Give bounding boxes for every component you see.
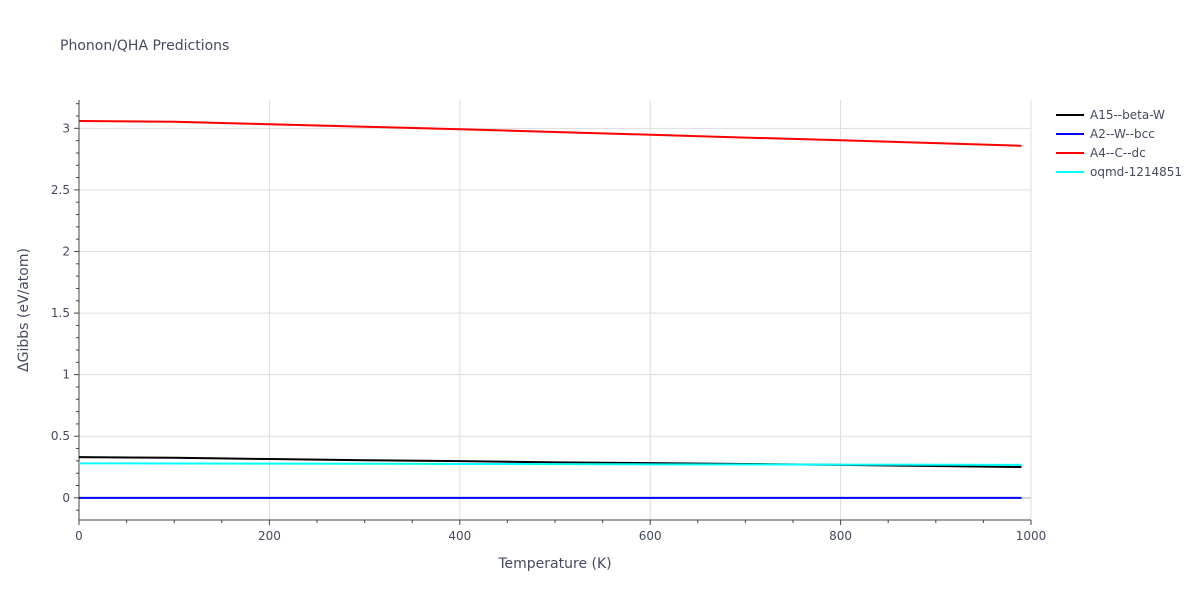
legend-item-2[interactable]: A4--C--dc bbox=[1056, 146, 1146, 160]
x-axis-title: Temperature (K) bbox=[497, 556, 611, 572]
x-tick-label: 800 bbox=[829, 529, 852, 543]
legend[interactable]: A15--beta-W A2--W--bcc A4--C--dc oqmd-12148… bbox=[1056, 108, 1182, 179]
series-line-2[interactable] bbox=[78, 119, 1022, 147]
legend-label: A2--W--bcc bbox=[1090, 127, 1155, 141]
legend-item-3[interactable]: oqmd-1214851 bbox=[1056, 165, 1182, 179]
y-tick-label: 2 bbox=[62, 244, 70, 258]
y-tick-label: 3 bbox=[62, 121, 70, 135]
axis-layer: 0 200 400 600 800 1000 0 0.5 1 1.5 2 2.5 3 bbox=[51, 100, 1046, 543]
legend-label: A4--C--dc bbox=[1090, 146, 1146, 160]
x-tick-label: 200 bbox=[258, 529, 281, 543]
x-tick-label: 1000 bbox=[1016, 529, 1047, 543]
x-tick-label: 400 bbox=[448, 529, 471, 543]
legend-item-1[interactable]: A2--W--bcc bbox=[1056, 127, 1155, 141]
x-tick-label: 0 bbox=[75, 529, 83, 543]
y-tick-label: 1.5 bbox=[51, 306, 70, 320]
y-tick-label: 2.5 bbox=[51, 183, 70, 197]
legend-label: oqmd-1214851 bbox=[1090, 165, 1182, 179]
y-tick-label: 0.5 bbox=[51, 429, 70, 443]
series-line-3[interactable] bbox=[78, 462, 1022, 466]
legend-label: A15--beta-W bbox=[1090, 108, 1165, 122]
y-tick-label: 0 bbox=[62, 491, 70, 505]
y-tick-label: 1 bbox=[62, 368, 70, 382]
x-tick-label: 600 bbox=[639, 529, 662, 543]
grid-layer bbox=[79, 100, 1032, 520]
chart-title: Phonon/QHA Predictions bbox=[60, 38, 229, 54]
y-axis-title: ΔGibbs (eV/atom) bbox=[16, 248, 32, 372]
series-layer bbox=[78, 119, 1022, 499]
legend-item-0[interactable]: A15--beta-W bbox=[1056, 108, 1165, 122]
